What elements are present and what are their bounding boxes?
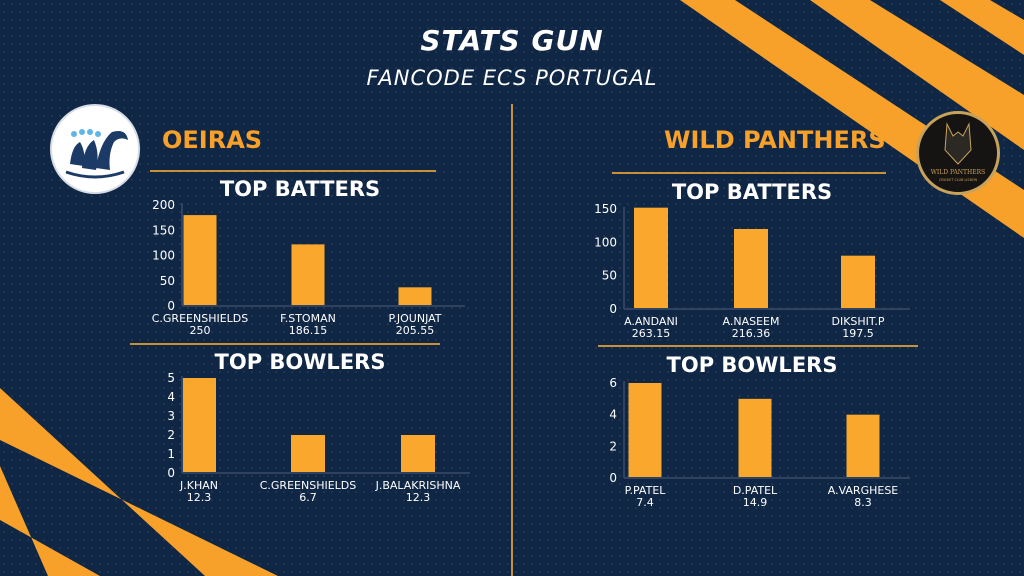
x-category-sublabel: 6.7 [299,491,317,504]
logo-subtext: CRICKET CLUB LISBON [939,178,978,182]
page-title: STATS GUN [420,24,604,57]
x-category-sublabel: 186.15 [289,324,328,337]
y-tick-label: 2 [609,439,617,453]
chart-left-bowlers: 012345J.KHAN12.3C.GREENSHIELDS6.7J.BALAK… [167,371,470,504]
y-tick-label: 50 [602,269,617,283]
y-tick-label: 4 [609,408,617,422]
y-tick-label: 0 [167,299,175,313]
y-tick-label: 1 [167,447,175,461]
divider-left-top [150,170,436,172]
panel-title-left-bowlers: TOP BOWLERS [214,350,386,374]
y-tick-label: 0 [609,471,617,485]
panel-title-right-batters: TOP BATTERS [671,180,833,204]
y-tick-label: 50 [160,274,175,288]
y-tick-label: 0 [167,466,175,480]
divider-left-mid [130,343,440,345]
x-category-sublabel: 250 [190,324,211,337]
bar [401,435,435,473]
y-tick-label: 6 [609,376,617,390]
x-category-label: A.NASEEM [723,315,780,328]
bar [841,255,875,309]
x-category-label: F.STOMAN [280,312,336,325]
x-category-sublabel: 205.55 [396,324,435,337]
y-tick-label: 5 [167,371,175,385]
x-category-sublabel: 216.36 [732,327,771,340]
panel-title-right-bowlers: TOP BOWLERS [666,353,838,377]
x-category-sublabel: 12.3 [187,491,212,504]
y-tick-label: 100 [594,235,617,249]
bar [183,215,217,306]
x-category-label: J.KHAN [179,479,218,492]
logo-text: WILD PANTHERS [931,169,986,176]
y-tick-label: 100 [152,249,175,263]
panther-icon: WILD PANTHERS CRICKET CLUB LISBON [931,122,986,182]
page-subtitle: FANCODE ECS PORTUGAL [366,66,658,90]
panel-title-left-batters: TOP BATTERS [219,177,381,201]
y-tick-label: 3 [167,409,175,423]
x-category-label: A.VARGHESE [828,484,899,497]
bar [628,383,662,478]
x-category-label: J.BALAKRISHNA [375,479,461,492]
x-category-label: C.GREENSHIELDS [152,312,249,325]
x-category-sublabel: 8.3 [854,496,872,509]
bar [291,244,325,306]
center-divider [511,104,513,576]
y-tick-label: 200 [152,198,175,212]
x-category-label: DIKSHIT.P [832,315,885,328]
bar [291,435,325,473]
bar [634,207,668,309]
bar [182,378,216,473]
bar [738,398,772,478]
bar [398,287,432,306]
bar [846,414,880,478]
x-category-sublabel: 7.4 [636,496,654,509]
divider-right-top [612,172,886,174]
x-category-sublabel: 197.5 [842,327,874,340]
wild-panthers-logo: WILD PANTHERS CRICKET CLUB LISBON [916,111,1000,195]
x-category-sublabel: 263.15 [632,327,671,340]
y-tick-label: 150 [152,223,175,237]
divider-right-mid [598,345,918,347]
y-tick-label: 0 [609,302,617,316]
oeiras-logo [50,104,140,194]
x-category-label: D.PATEL [733,484,778,497]
y-tick-label: 2 [167,428,175,442]
team-name-left: OEIRAS [162,126,263,154]
x-category-sublabel: 14.9 [743,496,768,509]
x-category-label: C.GREENSHIELDS [260,479,357,492]
x-category-label: P.JOUNJAT [388,312,441,325]
x-category-label: A.ANDANI [624,315,678,328]
y-tick-label: 150 [594,202,617,216]
bar [734,229,768,309]
y-tick-label: 4 [167,390,175,404]
team-name-right: WILD PANTHERS [664,126,886,154]
x-category-label: P.PATEL [625,484,667,497]
swan-icon [65,129,128,179]
x-category-sublabel: 12.3 [406,491,431,504]
